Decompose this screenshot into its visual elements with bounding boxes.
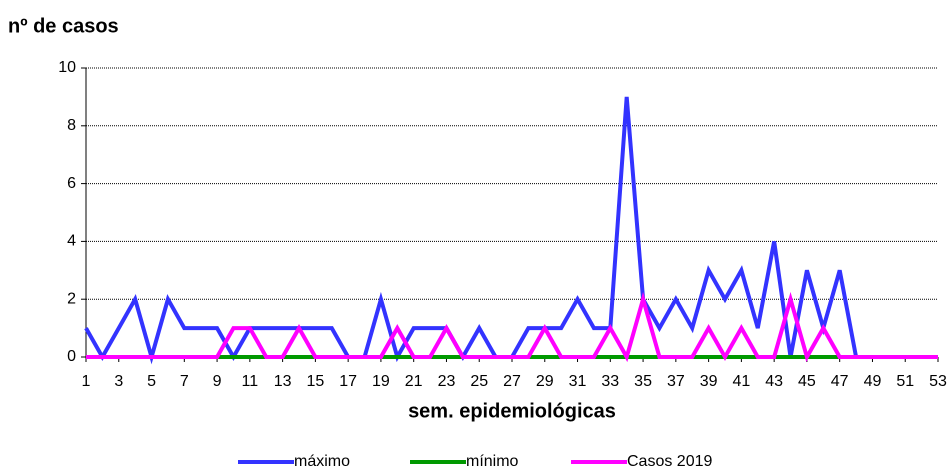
x-tick-label: 13 [274, 373, 292, 390]
x-tick-label: 5 [147, 373, 156, 390]
x-tick-label: 43 [765, 373, 783, 390]
legend-label: máximo [294, 453, 350, 470]
legend-label: Casos 2019 [627, 453, 712, 470]
y-tick-label: 6 [67, 175, 76, 192]
x-tick-label: 7 [180, 373, 189, 390]
x-tick-label: 29 [536, 373, 554, 390]
x-tick-label: 15 [306, 373, 324, 390]
x-tick-label: 27 [503, 373, 521, 390]
series-line [84, 96, 938, 365]
x-tick-label: 37 [667, 373, 685, 390]
x-tick-label: 31 [569, 373, 587, 390]
x-tick-label: 19 [372, 373, 390, 390]
x-tick-label: 3 [114, 373, 123, 390]
y-tick-label: 4 [67, 233, 76, 250]
x-tick-label: 33 [601, 373, 619, 390]
x-tick-label: 53 [929, 373, 947, 390]
x-tick-label: 41 [732, 373, 750, 390]
y-tick-label: 10 [58, 59, 76, 76]
x-tick-label: 45 [798, 373, 816, 390]
x-tick-label: 39 [700, 373, 718, 390]
x-axis-label: sem. epidemiológicas [408, 400, 616, 422]
x-tick-label: 17 [339, 373, 357, 390]
y-tick-label: 2 [67, 290, 76, 307]
x-tick-label: 25 [470, 373, 488, 390]
x-tick-label: 1 [82, 373, 91, 390]
x-tick-label: 21 [405, 373, 423, 390]
y-tick-label: 8 [67, 117, 76, 134]
x-tick-label: 47 [831, 373, 849, 390]
x-tick-label: 9 [213, 373, 222, 390]
legend-label: mínimo [466, 453, 519, 470]
chart-title: nº de casos [8, 15, 119, 37]
x-tick-label: 49 [864, 373, 882, 390]
y-tick-label: 0 [67, 348, 76, 365]
series-line [86, 291, 938, 363]
x-tick-label: 51 [896, 373, 914, 390]
x-tick-label: 35 [634, 373, 652, 390]
x-tick-label: 11 [242, 373, 259, 390]
x-tick-label: 23 [438, 373, 456, 390]
